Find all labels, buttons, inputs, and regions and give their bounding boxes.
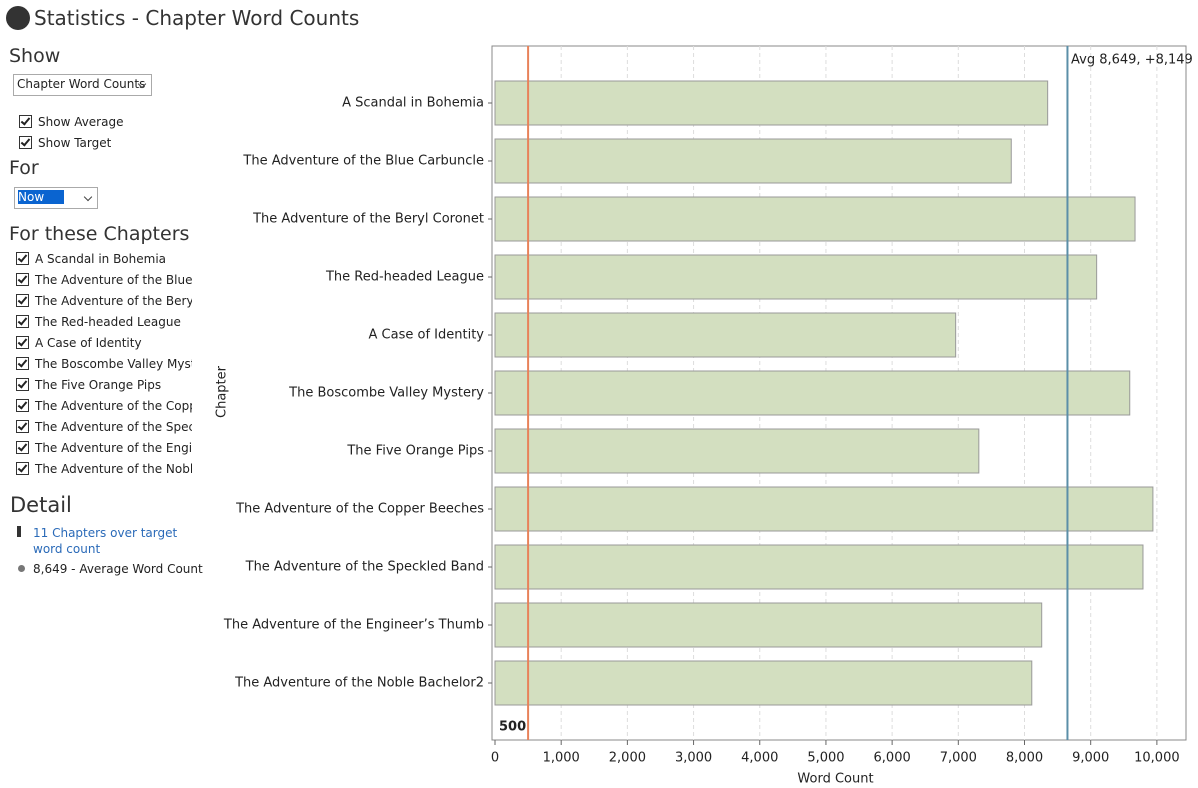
app-icon	[6, 6, 30, 30]
select[interactable]: Chapter Word Counts	[13, 74, 152, 96]
bar	[494, 196, 1136, 242]
chapter-checkbox[interactable]: The Adventure of the Beryl Coronet	[16, 294, 192, 308]
y-tick-label: The Adventure of the Copper Beeches	[235, 502, 484, 517]
chapter-label: The Adventure of the Beryl Coronet	[35, 294, 192, 308]
select-value: Now	[18, 190, 65, 204]
bar	[494, 486, 1154, 532]
y-axis-label: Chapter	[215, 365, 230, 418]
chapter-label: The Adventure of the Speckled Band	[35, 420, 192, 434]
x-tick-label: 2,000	[609, 751, 646, 766]
chapter-checkbox[interactable]: The Boscombe Valley Mystery	[16, 357, 192, 371]
target-label: 500	[499, 720, 526, 735]
x-tick-label: 9,000	[1072, 751, 1109, 766]
bar	[494, 312, 957, 358]
heading: Detail	[10, 493, 72, 517]
chapter-checkbox[interactable]: The Five Orange Pips	[16, 378, 192, 392]
y-tick-label: The Boscombe Valley Mystery	[288, 386, 484, 401]
x-tick-label: 6,000	[874, 751, 911, 766]
bar	[494, 370, 1131, 416]
y-tick-label: A Case of Identity	[369, 328, 485, 343]
heading: For	[9, 157, 39, 179]
chapter-label: The Adventure of the Noble Bachelor2	[35, 462, 192, 476]
y-tick-label: The Adventure of the Beryl Coronet	[252, 212, 484, 227]
bullet	[18, 565, 25, 572]
average-label: Avg 8,649, +8,149	[1071, 53, 1193, 68]
chapter-checkbox[interactable]: The Adventure of the Speckled Band	[16, 420, 192, 434]
x-tick-label: 10,000	[1134, 751, 1180, 766]
chapter-checkbox[interactable]: The Red-headed League	[16, 315, 192, 329]
y-tick-label: A Scandal in Bohemia	[342, 96, 484, 111]
y-tick-label: The Adventure of the Blue Carbuncle	[242, 154, 484, 169]
chapter-label: The Red-headed League	[35, 315, 181, 329]
checkbox[interactable]: Show Average	[19, 115, 123, 129]
x-axis-label: Word Count	[797, 772, 873, 787]
chapter-checkbox[interactable]: The Adventure of the Engineer’s Thumb	[16, 441, 192, 455]
y-tick-label: The Adventure of the Noble Bachelor2	[234, 676, 484, 691]
chapter-checkbox[interactable]: The Adventure of the Noble Bachelor2	[16, 462, 192, 476]
chapter-label: A Case of Identity	[35, 336, 142, 350]
chapter-label: The Five Orange Pips	[35, 378, 162, 392]
window-title: Statistics - Chapter Word Counts	[34, 6, 360, 30]
y-tick-label: The Five Orange Pips	[346, 444, 484, 459]
x-tick-label: 5,000	[807, 751, 844, 766]
chapter-label: A Scandal in Bohemia	[35, 252, 167, 266]
x-tick-label: 4,000	[741, 751, 778, 766]
x-tick-label: 3,000	[675, 751, 712, 766]
y-tick-label: The Red-headed League	[325, 270, 484, 285]
checkbox-label: Show Average	[38, 115, 124, 129]
x-tick-label: 8,000	[1006, 751, 1043, 766]
chapter-checkbox[interactable]: A Scandal in Bohemia	[16, 252, 192, 266]
y-tick-label: The Adventure of the Speckled Band	[245, 560, 484, 575]
heading: Show	[9, 45, 61, 67]
x-tick-label: 7,000	[940, 751, 977, 766]
bar	[494, 544, 1144, 590]
y-tick-label: The Adventure of the Engineer’s Thumb	[223, 618, 484, 633]
detail-text: 8,649 - Average Word Count	[33, 562, 203, 576]
bar	[494, 138, 1012, 184]
checkbox[interactable]: Show Target	[19, 136, 111, 150]
chapter-checkbox[interactable]: The Adventure of the Blue Carbuncle	[16, 273, 192, 287]
chapter-checkbox[interactable]: A Case of Identity	[16, 336, 192, 350]
bar	[494, 602, 1043, 648]
bar	[494, 428, 980, 474]
x-tick-label: 0	[491, 751, 499, 766]
chapter-label: The Boscombe Valley Mystery	[35, 357, 192, 371]
chapter-label: The Adventure of the Engineer’s Thumb	[35, 441, 192, 455]
x-tick-label: 1,000	[543, 751, 580, 766]
bar	[494, 660, 1033, 706]
warning-icon	[17, 526, 21, 537]
select[interactable]: Now	[14, 187, 98, 209]
bar	[494, 254, 1098, 300]
chapter-checkbox[interactable]: The Adventure of the Copper Beeches	[16, 399, 192, 413]
chapter-label: The Adventure of the Blue Carbuncle	[35, 273, 192, 287]
detail-link[interactable]: 11 Chapters over target word count	[33, 526, 178, 556]
heading: For these Chapters	[9, 223, 190, 245]
chapter-label: The Adventure of the Copper Beeches	[35, 399, 192, 413]
checkbox-label: Show Target	[38, 136, 112, 150]
bar	[494, 80, 1049, 126]
